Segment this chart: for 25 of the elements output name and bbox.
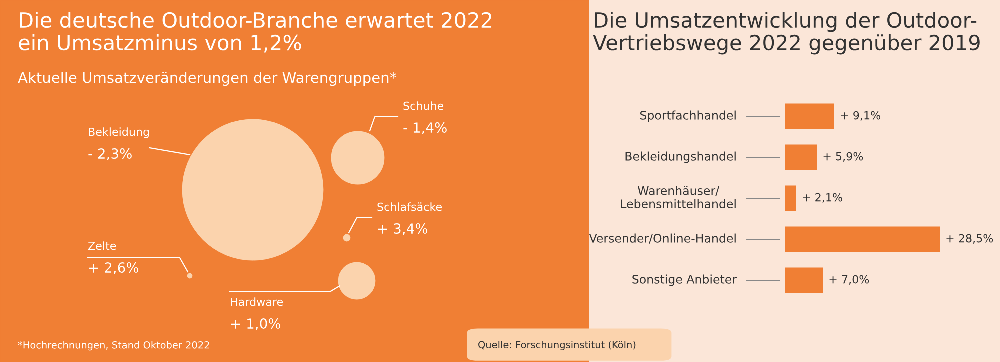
y-tick-label: Sportfachhandel: [640, 110, 736, 122]
category-label: Schuhe: [404, 102, 444, 110]
text: *Hochrechnungen, Stand Oktober 2022: [18, 341, 210, 351]
data-label: + 28,5%: [946, 234, 994, 244]
category-label: Hardware: [231, 298, 284, 306]
text: Die deutsche Outdoor-Branche erwartet 2022 ein Umsatzminus von 1,2%: [19, 12, 492, 53]
y-tick-label: Warenhäuser/ Lebensmittelhandel: [621, 186, 736, 209]
data-label: + 5,9%: [824, 152, 864, 162]
y-tick-label: Sonstige Anbieter: [632, 274, 737, 286]
data-label: + 9,1%: [841, 111, 881, 121]
text: + 3,4%: [378, 224, 428, 236]
category-label: Bekleidung: [89, 128, 150, 138]
category-label: Zelte: [88, 242, 116, 250]
category-label: Schlafsäcke: [378, 202, 442, 212]
chart-title: Die Umsatzentwicklung der Outdoor- Vertriebswege 2022 gegenüber 2019: [593, 12, 980, 55]
text: - 1,4%: [404, 122, 447, 134]
source-note: Quelle: Forschungsinstitut (Köln): [478, 341, 636, 350]
data-label: + 7,0%: [830, 275, 870, 285]
data-label: + 2,1%: [803, 193, 842, 203]
y-tick-label: Bekleidungshandel: [626, 152, 736, 164]
text: Aktuelle Umsatzveränderungen der Warengruppen*: [18, 72, 397, 86]
text: - 2,3%: [88, 148, 132, 160]
y-tick-label: Versender/Online-Handel: [589, 234, 736, 244]
text: + 1,0%: [231, 318, 281, 330]
text: + 2,6%: [89, 262, 139, 274]
